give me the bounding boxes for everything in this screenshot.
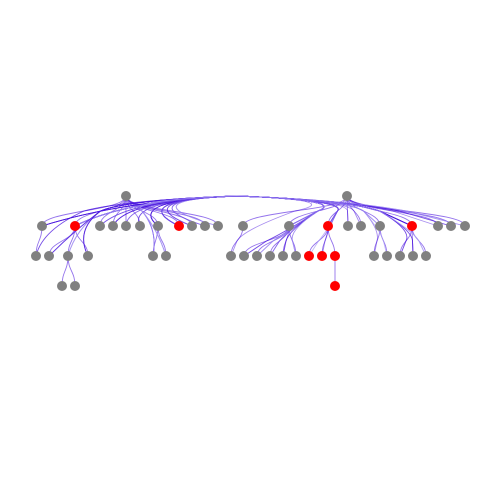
node-c14 [317,251,327,261]
node-c4 [83,251,93,261]
tree-edge-A-a11 [125,195,219,227]
node-b1 [238,221,248,231]
node-b4 [343,221,353,231]
node-a1 [37,221,47,231]
node-a11 [213,221,223,231]
node-c19 [408,251,418,261]
node-c9 [252,251,262,261]
node-c11 [278,251,288,261]
node-b5 [356,221,366,231]
node-d2 [70,281,80,291]
node-a7 [153,221,163,231]
node-a6 [135,221,145,231]
node-c8 [239,251,249,261]
bundle-edge-a3-b7 [99,195,413,227]
node-c13 [304,251,314,261]
bundle-edge-c2-c8 [48,195,325,257]
node-c16 [369,251,379,261]
node-b7 [407,221,417,231]
bundle-edge-a1-b7 [41,195,413,227]
node-A [121,191,131,201]
node-a9 [187,221,197,231]
node-c5 [148,251,158,261]
node-layer [31,191,470,291]
node-a3 [95,221,105,231]
node-b9 [446,221,456,231]
node-a10 [200,221,210,231]
node-a2 [70,221,80,231]
node-c10 [265,251,275,261]
node-b10 [460,221,470,231]
node-c6 [161,251,171,261]
tree-edge-B-b1 [242,195,348,227]
node-c17 [382,251,392,261]
node-a4 [108,221,118,231]
edge-layer [35,195,466,287]
tree-edge-A-a1 [41,195,127,227]
node-b6 [375,221,385,231]
node-c18 [395,251,405,261]
node-c2 [44,251,54,261]
node-b3 [323,221,333,231]
node-a8 [174,221,184,231]
bundle-edge-c5-c20 [139,195,427,257]
node-c7 [226,251,236,261]
node-c12 [291,251,301,261]
node-a5 [121,221,131,231]
node-c15 [330,251,340,261]
node-d1 [57,281,67,291]
node-c1 [31,251,41,261]
node-b2 [284,221,294,231]
bundle-edge-c1-b7 [35,195,413,257]
node-c3 [63,251,73,261]
node-d3 [330,281,340,291]
node-B [342,191,352,201]
node-b8 [433,221,443,231]
node-c20 [421,251,431,261]
